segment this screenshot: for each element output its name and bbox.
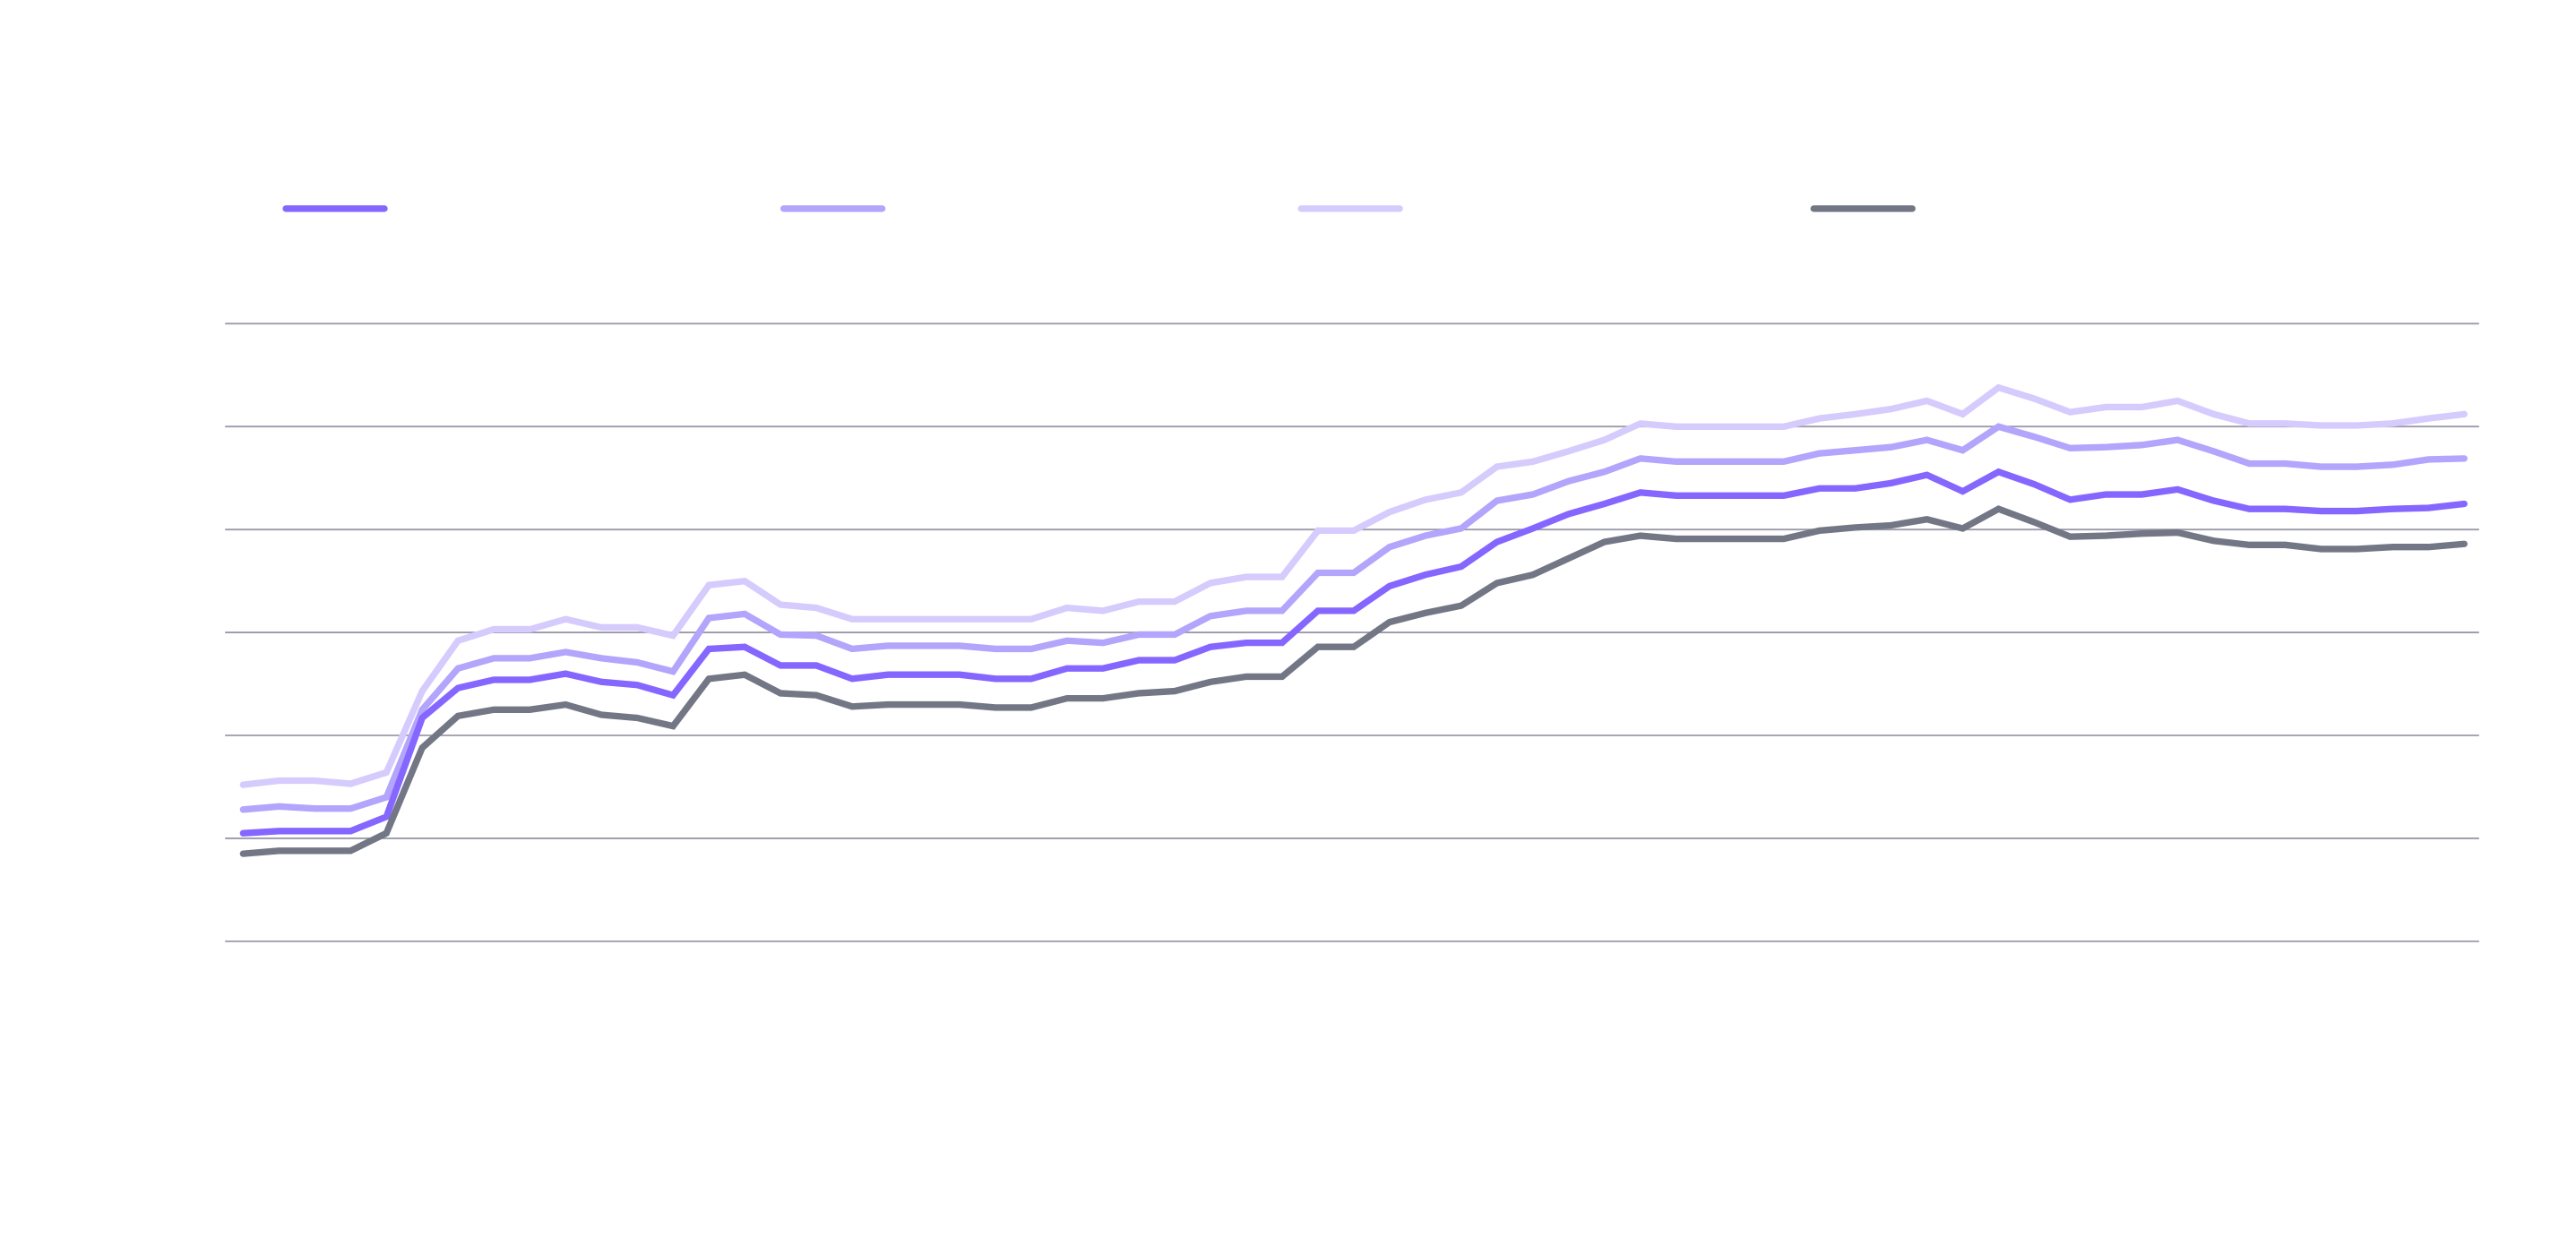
series-line-3 <box>239 383 2468 788</box>
series-line-2 <box>239 423 2468 813</box>
gridlines <box>225 322 2479 942</box>
series-line-1 <box>239 468 2468 837</box>
series-line-4 <box>239 505 2468 857</box>
series-lines <box>239 383 2468 857</box>
